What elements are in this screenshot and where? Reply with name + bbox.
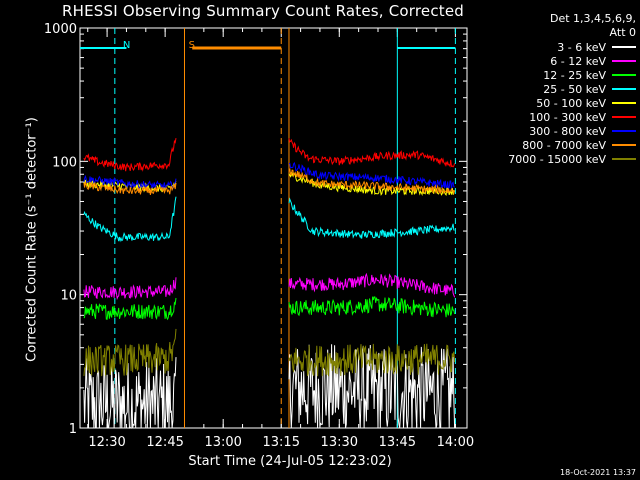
series-line	[83, 344, 456, 429]
legend-label: 25 - 50 keV	[543, 82, 606, 96]
legend-swatch	[612, 144, 636, 146]
timestamp: 18-Oct-2021 13:37	[560, 468, 636, 477]
legend: Det 1,3,4,5,6,9, Att 0 3 - 6 keV 6 - 12 k…	[470, 12, 636, 166]
series-line	[83, 196, 455, 243]
y-tick-label: 1	[69, 422, 77, 437]
legend-label: 800 - 7000 keV	[522, 138, 606, 152]
y-tick-label: 100	[52, 155, 77, 170]
legend-swatch	[612, 116, 636, 118]
legend-swatch	[612, 130, 636, 132]
legend-entry: 12 - 25 keV	[470, 68, 636, 82]
series-line	[83, 272, 456, 301]
legend-label: 50 - 100 keV	[536, 96, 606, 110]
x-axis-label: Start Time (24-Jul-05 12:23:02)	[188, 454, 392, 469]
legend-header-line2: Att 0	[609, 26, 636, 39]
x-tick-label: 13:30	[321, 435, 358, 450]
series-line	[83, 168, 456, 196]
plot-frame	[79, 27, 468, 429]
legend-swatch	[612, 88, 636, 90]
legend-label: 7000 - 15000 keV	[508, 152, 606, 166]
legend-swatch	[612, 102, 636, 104]
series-line	[83, 328, 456, 377]
series-line	[83, 161, 455, 190]
legend-entry: 3 - 6 keV	[470, 40, 636, 54]
x-tick-label: 14:00	[437, 435, 474, 450]
x-tick-label: 13:00	[204, 435, 241, 450]
legend-entry: 50 - 100 keV	[470, 96, 636, 110]
legend-entry: 800 - 7000 keV	[470, 138, 636, 152]
series-line	[83, 296, 456, 321]
x-tick-label: 12:30	[88, 435, 125, 450]
legend-label: 100 - 300 keV	[529, 110, 606, 124]
legend-label: 6 - 12 keV	[550, 54, 606, 68]
legend-label: 3 - 6 keV	[557, 40, 606, 54]
legend-header-line1: Det 1,3,4,5,6,9,	[549, 12, 636, 25]
legend-entry: 6 - 12 keV	[470, 54, 636, 68]
x-tick-label: 12:45	[146, 435, 183, 450]
flag-label: S	[189, 40, 195, 51]
chart-title: RHESSI Observing Summary Count Rates, Co…	[62, 2, 465, 20]
flag-label: N	[123, 40, 130, 51]
legend-swatch	[612, 46, 636, 48]
legend-swatch	[612, 60, 636, 62]
legend-entry: 25 - 50 keV	[470, 82, 636, 96]
legend-entry: 100 - 300 keV	[470, 110, 636, 124]
legend-swatch	[612, 158, 636, 160]
y-tick-label: 1000	[44, 22, 77, 37]
y-tick-label: 10	[60, 289, 77, 304]
legend-label: 12 - 25 keV	[543, 68, 606, 82]
legend-entry: 300 - 800 keV	[470, 124, 636, 138]
legend-label: 300 - 800 keV	[529, 124, 606, 138]
x-tick-label: 13:45	[379, 435, 416, 450]
legend-swatch	[612, 74, 636, 76]
series-line	[83, 138, 456, 172]
x-tick-label: 13:15	[263, 435, 300, 450]
legend-entry: 7000 - 15000 keV	[470, 152, 636, 166]
